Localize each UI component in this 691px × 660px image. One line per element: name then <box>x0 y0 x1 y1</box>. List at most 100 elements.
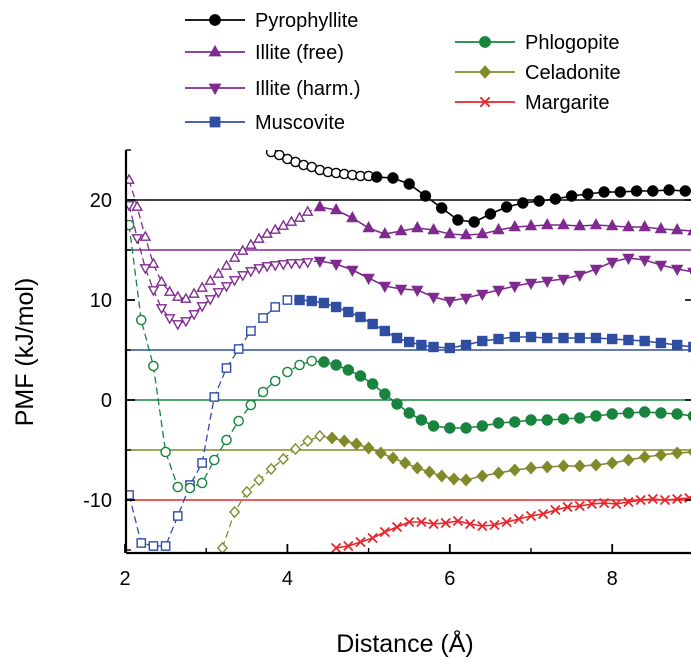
data-point <box>557 413 570 425</box>
data-point <box>623 334 634 346</box>
data-point-open <box>228 251 241 262</box>
data-point <box>611 498 622 510</box>
data-point <box>460 339 472 351</box>
data-point <box>378 281 392 293</box>
data-point <box>366 378 379 390</box>
data-point <box>590 458 602 472</box>
data-point <box>387 172 399 184</box>
data-point <box>427 292 440 304</box>
series-illite-harm <box>126 201 691 331</box>
data-point <box>557 218 570 230</box>
y-tick-label: 20 <box>90 190 112 212</box>
data-point <box>411 461 424 475</box>
data-point <box>638 220 651 232</box>
data-point <box>492 285 505 297</box>
data-point-open <box>277 260 290 271</box>
data-point <box>447 472 460 486</box>
data-point <box>313 200 327 212</box>
data-point <box>338 434 351 448</box>
data-point-open <box>163 285 176 296</box>
series-line-dashed <box>221 435 333 549</box>
data-point <box>419 190 432 202</box>
data-point <box>440 517 451 529</box>
data-point-open <box>229 505 241 519</box>
data-point <box>391 521 403 533</box>
data-point <box>598 186 610 198</box>
data-point <box>477 335 488 347</box>
data-point <box>638 406 651 418</box>
data-point <box>355 536 366 548</box>
data-point <box>638 255 651 267</box>
data-point-open <box>221 434 232 446</box>
data-point <box>586 498 598 510</box>
data-point <box>468 216 480 228</box>
data-point-open <box>246 326 256 336</box>
data-point-open <box>131 200 143 211</box>
data-point-open <box>265 462 277 476</box>
data-point <box>614 186 627 198</box>
data-point <box>670 264 684 276</box>
data-point-open <box>253 264 265 275</box>
data-point <box>538 508 549 520</box>
data-point <box>622 220 635 232</box>
data-point <box>509 416 521 428</box>
data-point <box>590 410 602 422</box>
data-point-open <box>171 320 184 331</box>
data-point <box>460 422 472 434</box>
data-point-open <box>147 286 160 297</box>
data-point-open <box>241 485 253 499</box>
data-point <box>326 431 339 445</box>
data-point <box>508 220 521 232</box>
data-point <box>663 184 675 196</box>
data-point <box>659 494 671 506</box>
data-point-open <box>285 215 298 226</box>
data-point <box>294 294 305 306</box>
legend-label: Illite (harm.) <box>255 78 361 100</box>
data-point <box>404 516 415 528</box>
data-point <box>501 516 512 528</box>
data-point <box>427 223 440 235</box>
data-point <box>394 284 408 296</box>
data-point-open <box>197 458 207 468</box>
series-line <box>319 206 691 236</box>
data-point <box>500 201 513 213</box>
data-point <box>630 185 643 197</box>
data-point <box>688 341 691 353</box>
data-point <box>428 518 439 530</box>
legend-item-celadonite: Celadonite <box>455 62 621 84</box>
data-point-open <box>126 219 135 231</box>
data-point <box>517 197 529 209</box>
data-point-open <box>277 452 289 466</box>
data-point <box>427 420 440 432</box>
data-point <box>622 407 635 419</box>
data-point-open <box>148 541 159 551</box>
data-point <box>684 492 691 504</box>
data-point <box>452 214 464 226</box>
data-point-open <box>171 290 184 301</box>
data-point-open <box>220 259 233 270</box>
data-point <box>647 185 659 197</box>
data-point-open <box>131 234 143 245</box>
data-point-open <box>269 375 281 387</box>
data-point-open <box>261 262 273 273</box>
data-point <box>672 493 683 505</box>
data-point-open <box>314 429 326 443</box>
data-point-open <box>139 264 152 275</box>
series-phlogopite <box>126 219 691 494</box>
data-point <box>525 414 537 426</box>
data-point-open <box>253 232 265 243</box>
legend-marker <box>479 36 491 48</box>
data-point-open <box>273 150 285 161</box>
data-point-open <box>204 295 217 306</box>
data-point <box>362 441 375 455</box>
data-point <box>574 500 585 512</box>
data-point-open <box>204 274 217 285</box>
data-point-open <box>282 295 293 305</box>
data-point <box>444 422 456 434</box>
data-point-open <box>155 275 168 286</box>
data-point <box>589 264 603 276</box>
data-point <box>562 501 573 513</box>
data-point <box>435 202 448 214</box>
data-point-open <box>172 511 183 521</box>
legend-item-illite-free: Illite (free) <box>185 42 344 64</box>
